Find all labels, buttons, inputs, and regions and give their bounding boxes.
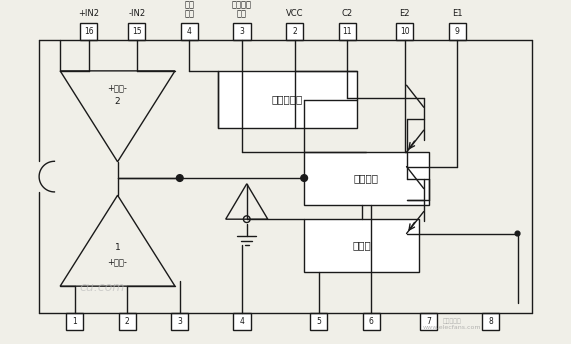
Text: 4: 4	[239, 317, 244, 326]
Bar	[171, 313, 188, 330]
Text: 2: 2	[292, 27, 297, 36]
Text: 5: 5	[316, 317, 321, 326]
Circle shape	[301, 175, 308, 181]
Bar	[363, 313, 380, 330]
Text: 输出方式: 输出方式	[232, 1, 252, 10]
Text: VCC: VCC	[286, 9, 303, 18]
Bar	[420, 313, 437, 330]
Text: 电子发烧友
www.elecfans.com: 电子发烧友 www.elecfans.com	[423, 319, 482, 330]
Bar	[310, 313, 327, 330]
Text: 7: 7	[426, 317, 431, 326]
Bar	[304, 219, 419, 272]
Bar	[218, 71, 357, 128]
Bar	[234, 313, 251, 330]
Bar	[81, 23, 98, 40]
Text: 2: 2	[125, 317, 130, 326]
Text: 10: 10	[400, 27, 409, 36]
Bar	[286, 23, 303, 40]
Text: E2: E2	[399, 9, 410, 18]
Text: 振荡器: 振荡器	[352, 240, 371, 250]
Circle shape	[515, 231, 520, 236]
Text: 1: 1	[115, 244, 120, 252]
Text: 控制电路: 控制电路	[354, 173, 379, 183]
Bar	[339, 23, 356, 40]
Text: 基准稳压器: 基准稳压器	[272, 95, 303, 105]
Circle shape	[176, 175, 183, 181]
Text: 11: 11	[343, 27, 352, 36]
Bar	[449, 23, 466, 40]
Bar	[66, 313, 83, 330]
Text: 2: 2	[115, 97, 120, 106]
Text: cu.com: cu.com	[79, 281, 124, 294]
Bar	[396, 23, 413, 40]
Text: 1: 1	[72, 317, 77, 326]
Bar	[128, 23, 146, 40]
Text: 3: 3	[239, 27, 244, 36]
Text: 15: 15	[132, 27, 142, 36]
Text: 4: 4	[187, 27, 192, 36]
Text: 输出: 输出	[184, 9, 194, 18]
Text: +误放-: +误放-	[108, 258, 127, 267]
Text: 8: 8	[488, 317, 493, 326]
Text: 控制: 控制	[237, 9, 247, 18]
Bar	[181, 23, 198, 40]
Text: C2: C2	[341, 9, 353, 18]
Bar	[119, 313, 136, 330]
Text: -IN2: -IN2	[128, 9, 145, 18]
Text: 16: 16	[84, 27, 94, 36]
Text: 3: 3	[178, 317, 182, 326]
Text: 6: 6	[369, 317, 373, 326]
Text: +误放-: +误放-	[108, 84, 127, 93]
Text: 基准: 基准	[184, 1, 194, 10]
Bar	[304, 152, 429, 205]
Bar	[234, 23, 251, 40]
Bar	[482, 313, 500, 330]
Text: +IN2: +IN2	[78, 9, 99, 18]
Text: E1: E1	[452, 9, 463, 18]
Text: 9: 9	[455, 27, 460, 36]
